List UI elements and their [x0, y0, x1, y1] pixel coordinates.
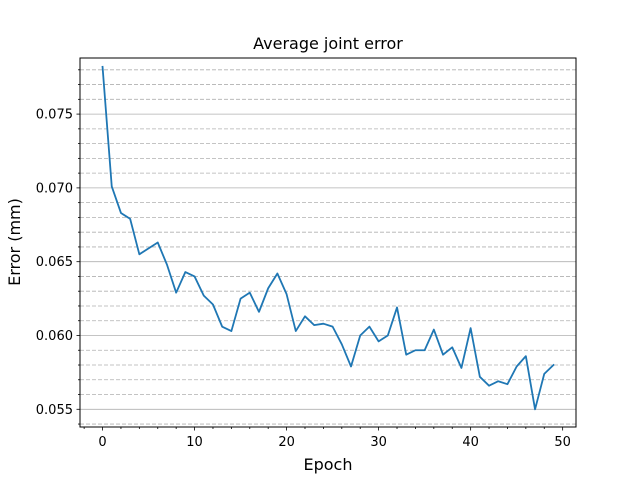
y-tick-label: 0.075: [36, 108, 73, 123]
chart-title: Average joint error: [253, 34, 403, 53]
x-tick-label: 30: [370, 435, 387, 450]
plot-frame: [79, 57, 577, 428]
y-tick-label: 0.055: [36, 403, 73, 418]
x-tick-label: 0: [98, 435, 106, 450]
x-tick-label: 50: [554, 435, 571, 450]
x-tick-label: 20: [278, 435, 295, 450]
tick-layer: 0.055 0.060 0.065 0.070 0.075 0 10 20 30 40 50: [36, 69, 571, 450]
x-tick-label: 10: [186, 435, 203, 450]
x-axis-label: Epoch: [304, 455, 353, 474]
series-layer: [101, 65, 555, 411]
x-tick-label: 40: [462, 435, 479, 450]
grid-layer: [80, 69, 576, 425]
y-tick-label: 0.060: [36, 329, 73, 344]
y-tick-label: 0.065: [36, 255, 73, 270]
y-axis-label: Error (mm): [5, 198, 24, 286]
series-line: [101, 65, 555, 411]
y-tick-label: 0.070: [36, 181, 73, 196]
